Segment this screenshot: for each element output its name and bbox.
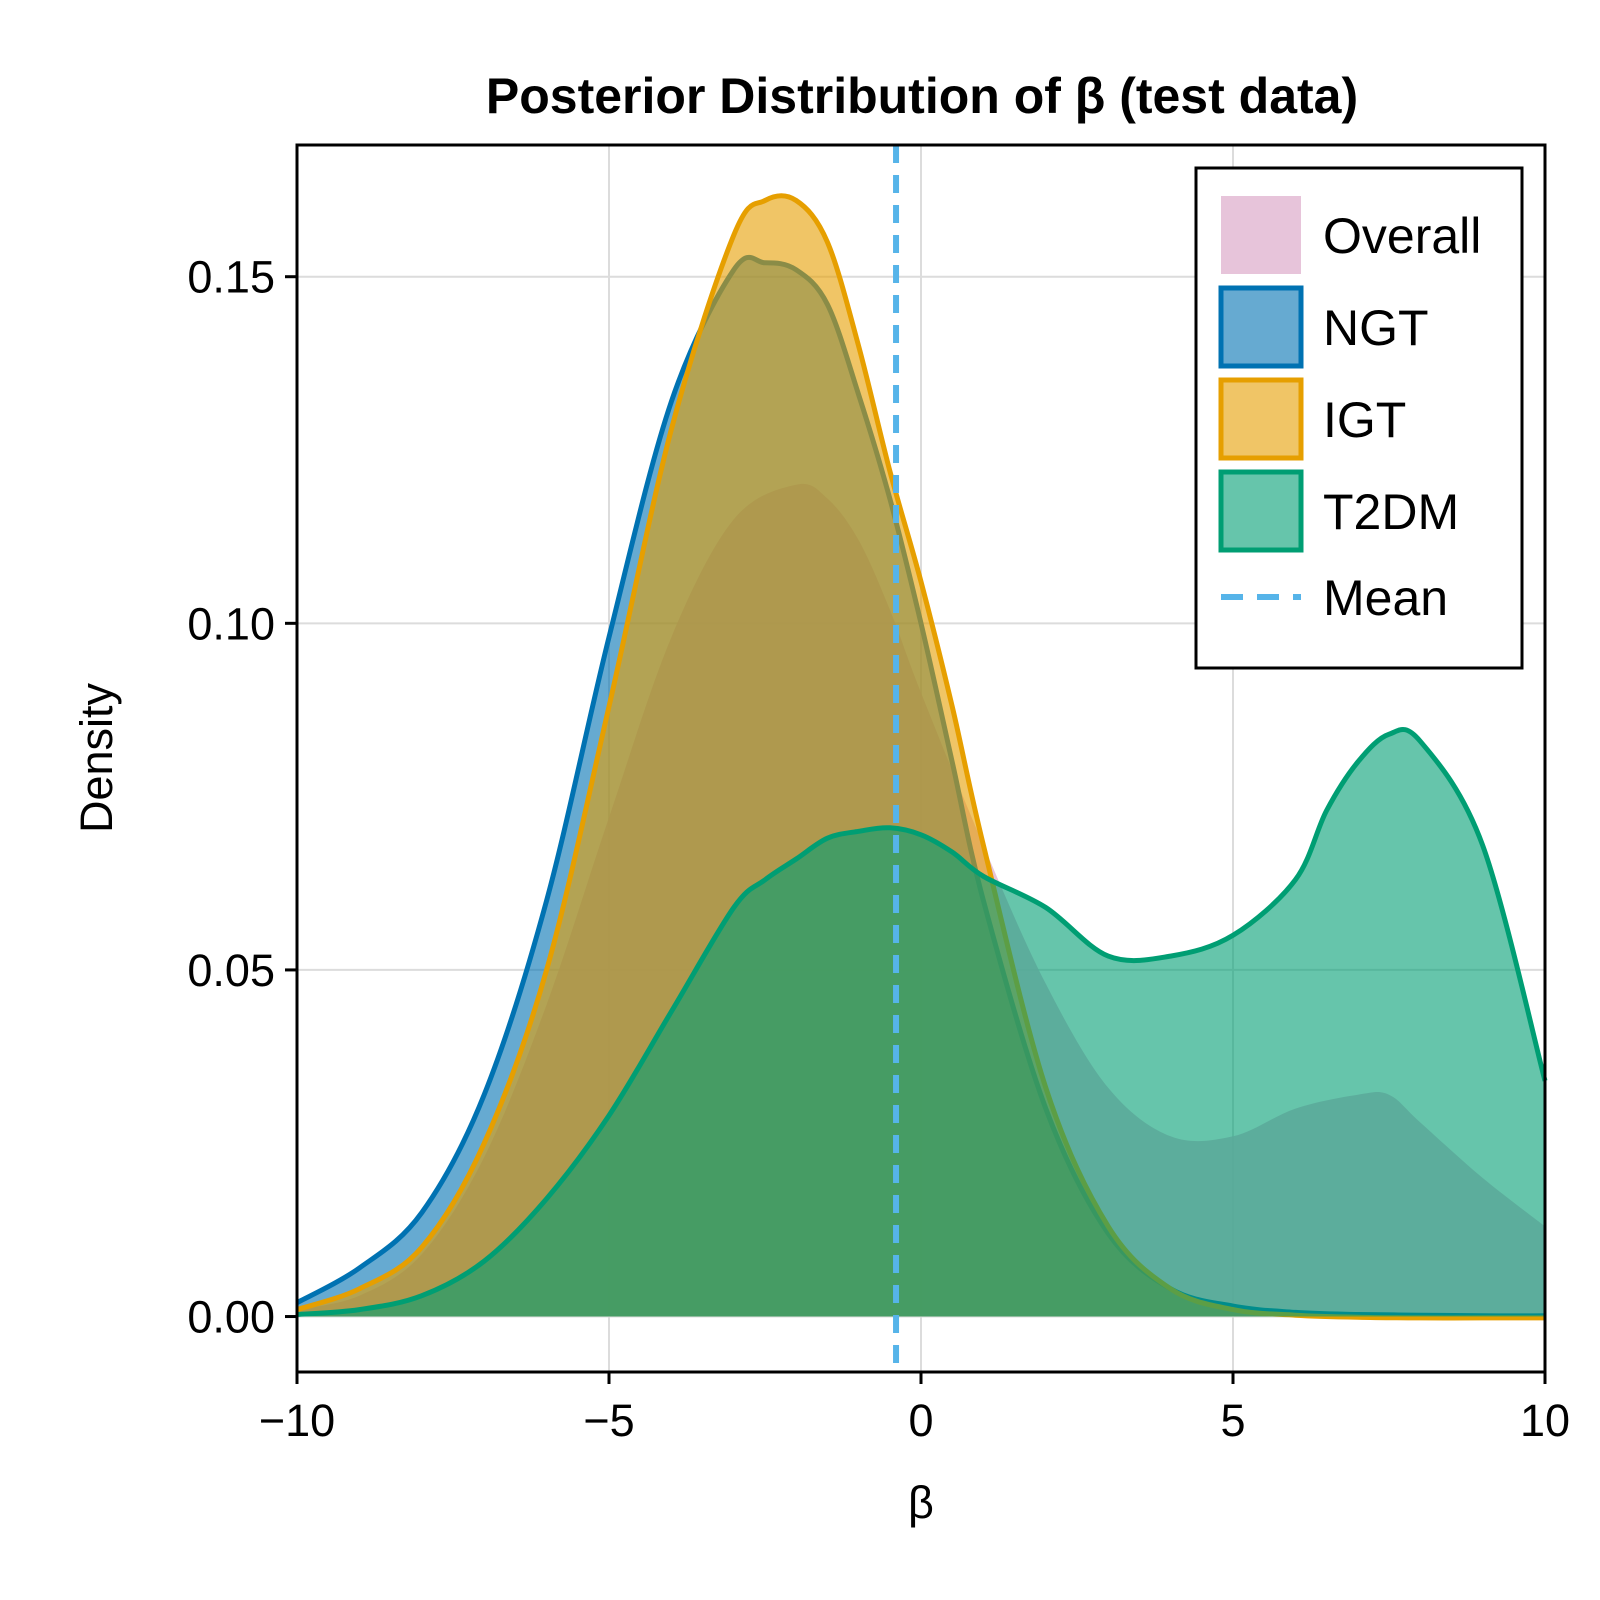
- legend-label-t2dm: T2DM: [1323, 484, 1459, 540]
- y-axis-ticks: 0.00 0.05 0.10 0.15: [187, 252, 297, 1343]
- legend-swatch-t2dm: [1218, 469, 1304, 553]
- legend-label-igt: IGT: [1323, 392, 1406, 448]
- legend-swatch-overall: [1221, 196, 1301, 274]
- series-area-igt: [297, 195, 1545, 1318]
- y-tick-label: 0.00: [187, 1292, 275, 1343]
- legend-items: Overall NGT IGT T2DM Mean: [1218, 196, 1481, 626]
- legend-label-mean: Mean: [1323, 570, 1448, 626]
- y-tick-label: 0.15: [187, 252, 275, 303]
- chart-title: Posterior Distribution of β (test data): [486, 68, 1358, 124]
- legend-swatch-ngt: [1218, 285, 1304, 369]
- series-line-t2dm: [296, 727, 1548, 1317]
- y-tick-label: 0.05: [187, 945, 275, 996]
- legend: Overall NGT IGT T2DM Mean: [1194, 166, 1524, 670]
- x-tick-label: 0: [908, 1395, 933, 1446]
- density-areas: [295, 193, 1548, 1321]
- x-tick-label: 5: [1220, 1395, 1245, 1446]
- legend-swatch-igt: [1218, 377, 1304, 461]
- series-area-t2dm: [297, 729, 1545, 1317]
- y-tick-label: 0.10: [187, 598, 275, 649]
- y-axis-label: Density: [71, 682, 122, 833]
- x-axis-ticks: −10 −5 0 5 10: [259, 1372, 1570, 1446]
- legend-label-ngt: NGT: [1323, 300, 1429, 356]
- x-tick-label: −5: [583, 1395, 634, 1446]
- x-tick-label: −10: [259, 1395, 335, 1446]
- legend-label-overall: Overall: [1323, 208, 1481, 264]
- x-tick-label: 10: [1520, 1395, 1570, 1446]
- x-axis-label: β: [908, 1477, 934, 1528]
